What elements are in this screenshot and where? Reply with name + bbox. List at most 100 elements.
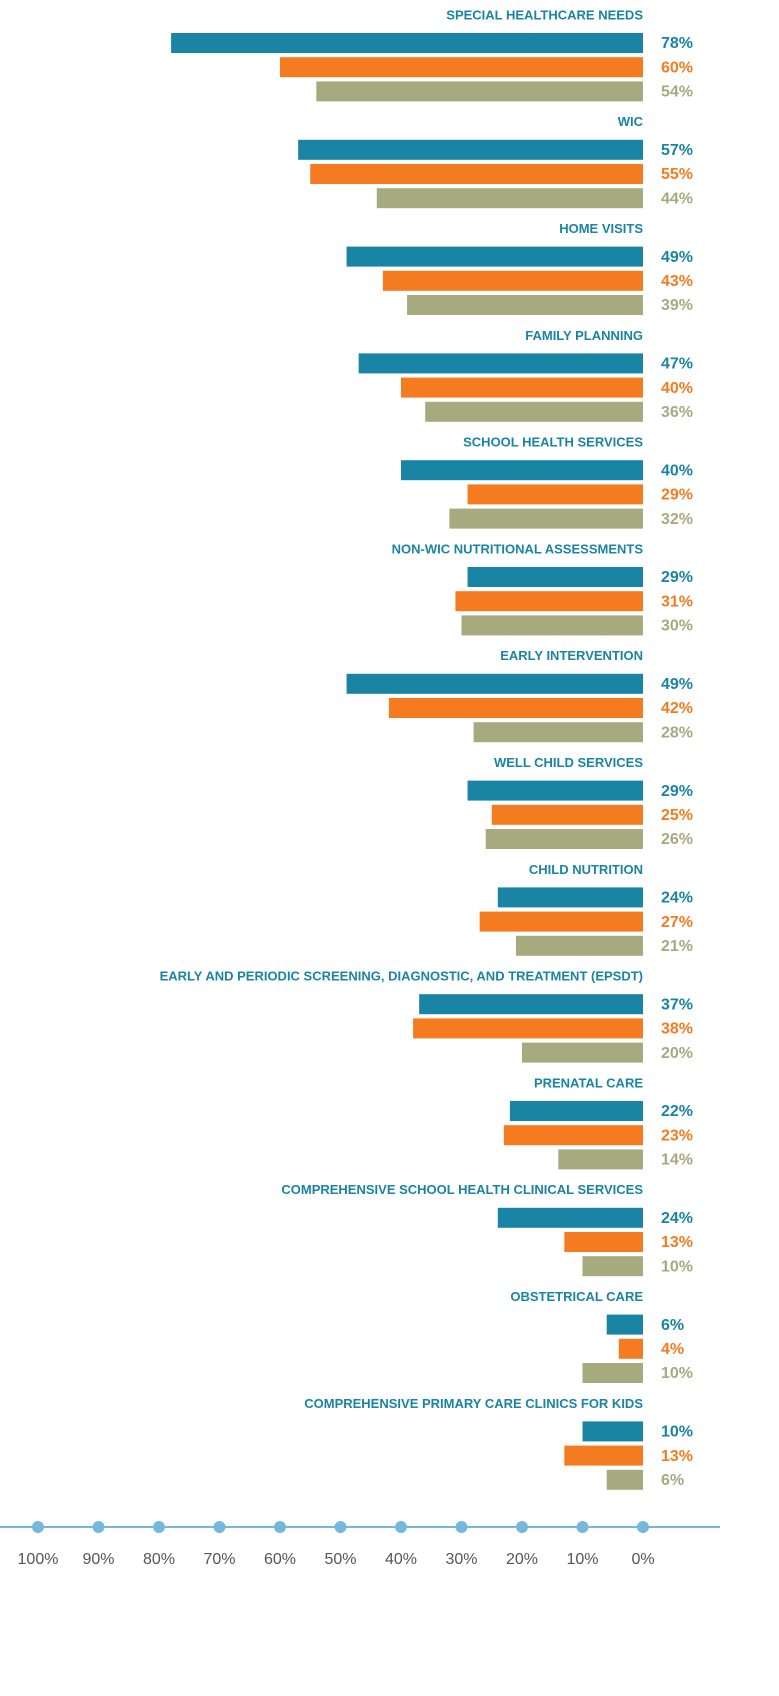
x-tick-label: 0% (631, 1551, 654, 1568)
bar (479, 911, 643, 932)
bar (582, 1421, 643, 1442)
bar (419, 994, 643, 1015)
x-tick-label: 20% (506, 1551, 538, 1568)
bar (310, 164, 643, 184)
bar (522, 1042, 643, 1063)
category-label: COMPREHENSIVE SCHOOL HEALTH CLINICAL SER… (281, 1182, 643, 1197)
x-tick-label: 30% (445, 1551, 477, 1568)
tick-mark (455, 1521, 468, 1533)
bar (473, 722, 643, 743)
bar (509, 1101, 643, 1121)
bar (449, 508, 643, 529)
bar (401, 377, 643, 398)
tick-mark (274, 1521, 286, 1533)
category-label: COMPREHENSIVE PRIMARY CARE CLINICS FOR K… (304, 1396, 643, 1411)
value-label: 49% (661, 249, 693, 266)
bar (171, 33, 643, 53)
value-label: 22% (661, 1103, 693, 1120)
value-label: 4% (661, 1341, 684, 1358)
bar (382, 270, 643, 291)
bar (491, 804, 643, 825)
bar (564, 1445, 643, 1466)
x-tick-label: 70% (203, 1551, 235, 1568)
value-label: 24% (661, 890, 693, 907)
value-label: 24% (661, 1210, 693, 1227)
value-label: 78% (661, 35, 693, 52)
value-label: 32% (661, 511, 693, 528)
bar (346, 246, 643, 267)
bar (606, 1314, 643, 1335)
category-label: NON-WIC NUTRITIONAL ASSESSMENTS (392, 541, 644, 556)
category-label: FAMILY PLANNING (525, 328, 643, 343)
bar (558, 1149, 643, 1170)
value-label: 54% (661, 84, 693, 101)
value-label: 10% (661, 1258, 693, 1275)
bar (346, 673, 643, 694)
value-label: 29% (661, 487, 693, 504)
bar (280, 57, 643, 78)
x-tick-label: 50% (324, 1551, 356, 1568)
value-label: 21% (661, 938, 693, 955)
tick-mark (637, 1521, 649, 1533)
tick-mark (92, 1521, 105, 1533)
value-label: 37% (661, 996, 693, 1013)
bar (606, 1469, 643, 1490)
value-label: 30% (661, 618, 693, 635)
category-label: WIC (618, 114, 644, 129)
category-label: SPECIAL HEALTHCARE NEEDS (446, 7, 643, 22)
bar (467, 780, 643, 801)
bar (485, 829, 643, 849)
category-label: WELL CHILD SERVICES (494, 755, 643, 770)
bar (461, 615, 643, 636)
bar (467, 484, 643, 505)
bar (401, 460, 643, 481)
bar (425, 401, 643, 422)
value-label: 13% (661, 1234, 693, 1251)
value-label: 39% (661, 297, 693, 314)
bar (467, 567, 643, 587)
bar (388, 698, 643, 718)
bar (455, 591, 643, 612)
value-label: 29% (661, 569, 693, 586)
value-label: 49% (661, 676, 693, 693)
tick-mark (153, 1521, 165, 1533)
x-tick-label: 90% (82, 1551, 114, 1568)
category-label: EARLY AND PERIODIC SCREENING, DIAGNOSTIC… (160, 969, 643, 984)
tick-mark (334, 1521, 347, 1533)
tick-mark (32, 1521, 44, 1533)
value-label: 57% (661, 142, 693, 159)
value-label: 60% (661, 59, 693, 76)
value-label: 13% (661, 1448, 693, 1465)
tick-mark (213, 1521, 226, 1533)
value-label: 25% (661, 807, 693, 824)
value-label: 10% (661, 1424, 693, 1441)
x-tick-label: 80% (143, 1551, 175, 1568)
value-label: 26% (661, 831, 693, 848)
category-label: CHILD NUTRITION (529, 862, 643, 877)
bar (358, 353, 643, 374)
bar (503, 1125, 643, 1146)
bar (582, 1363, 643, 1383)
x-tick-label: 40% (385, 1551, 417, 1568)
bar (376, 188, 643, 209)
category-label: SCHOOL HEALTH SERVICES (463, 435, 643, 450)
value-label: 38% (661, 1021, 693, 1038)
x-tick-label: 60% (264, 1551, 296, 1568)
category-label: PRENATAL CARE (534, 1075, 643, 1090)
x-tick-label: 100% (18, 1551, 59, 1568)
value-label: 10% (661, 1365, 693, 1382)
bar (618, 1338, 643, 1359)
tick-mark (395, 1521, 407, 1533)
value-label: 27% (661, 914, 693, 931)
value-label: 31% (661, 593, 693, 610)
value-label: 6% (661, 1317, 684, 1334)
category-label: EARLY INTERVENTION (500, 648, 643, 663)
category-label: OBSTETRICAL CARE (510, 1289, 643, 1304)
bar (582, 1256, 643, 1277)
bar (515, 935, 643, 956)
value-label: 40% (661, 462, 693, 479)
tick-mark (516, 1521, 528, 1533)
bar (497, 887, 643, 908)
bar (407, 295, 643, 315)
